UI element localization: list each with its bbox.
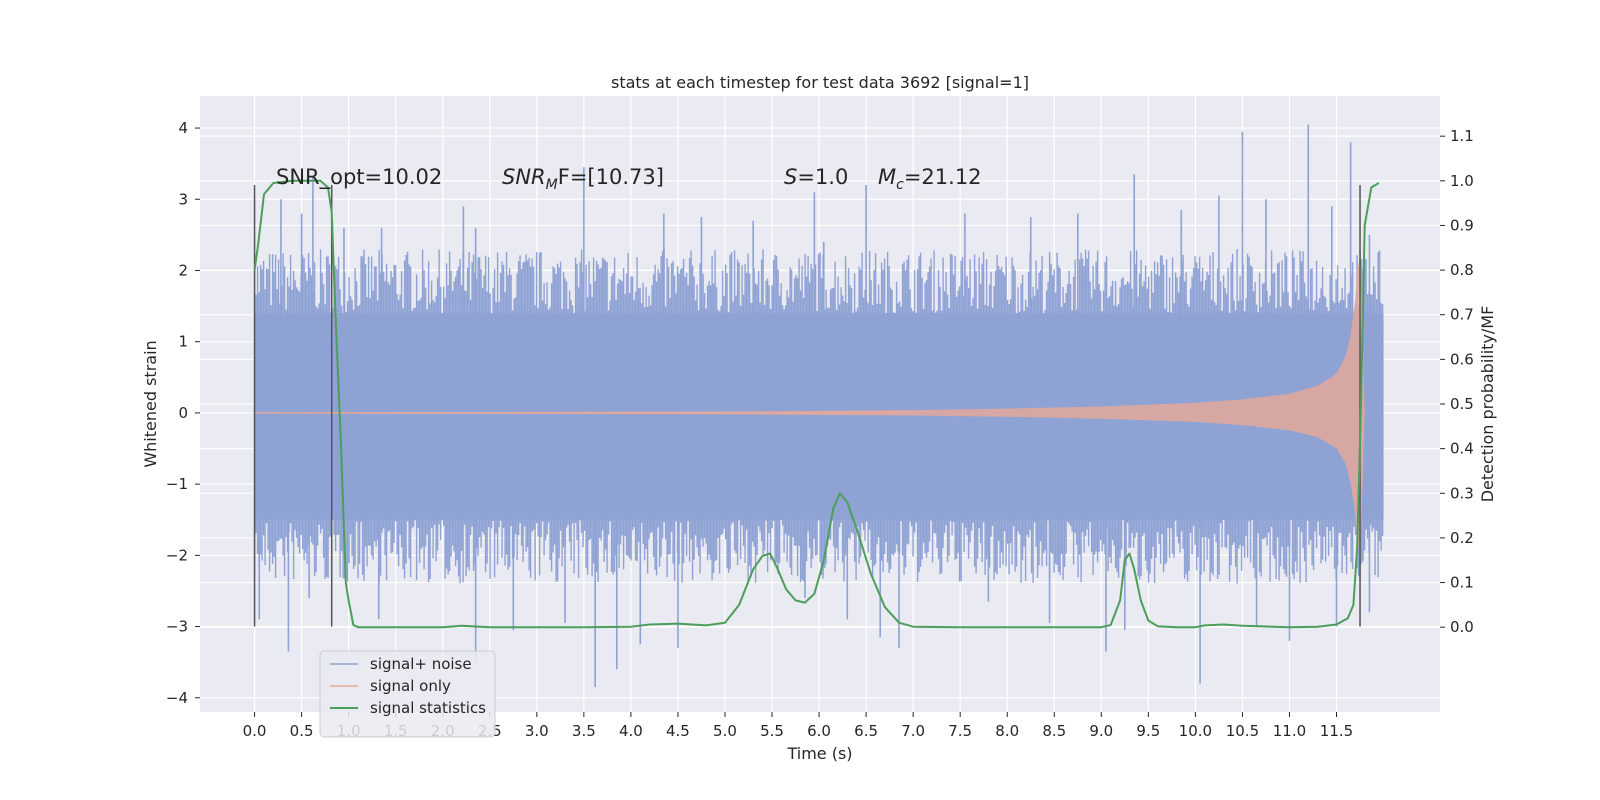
y-right-tick-label: 0.8	[1450, 261, 1474, 279]
x-tick-label: 5.5	[760, 722, 784, 740]
y-right-tick-label: 0.5	[1450, 395, 1474, 413]
x-tick-label: 4.0	[619, 722, 643, 740]
x-tick-label: 0.0	[243, 722, 267, 740]
legend-label-signal-noise: signal+ noise	[370, 655, 472, 673]
y-right-tick-label: 0.6	[1450, 350, 1474, 368]
y-left-tick-label: 0	[178, 404, 188, 422]
annotation-snr-mf: SNRMF=[10.73]	[502, 165, 664, 193]
y-right-axis-ticks: 0.0 0.1 0.2 0.3 0.4 0.5 0.6 0.7 0.8 0.9 1.0 1.1	[1440, 127, 1474, 636]
series-signal-only	[254, 256, 1365, 554]
annotation-mc-subscript: c	[896, 177, 904, 193]
x-tick-label: 0.5	[290, 722, 314, 740]
annotation-snr-opt: SNR_opt=10.02	[276, 165, 442, 190]
y-left-tick-label: −2	[166, 546, 188, 564]
y-left-axis-ticks: −4 −3 −2 −1 0 1 2 3 4	[166, 119, 200, 707]
x-tick-label: 10.0	[1179, 722, 1212, 740]
annotation-s-symbol: S	[784, 165, 797, 189]
annotation-mc-value: =21.12	[904, 165, 982, 189]
x-tick-label: 9.5	[1136, 722, 1160, 740]
y-right-tick-label: 0.3	[1450, 484, 1474, 502]
x-tick-label: 7.0	[901, 722, 925, 740]
y-right-tick-label: 0.4	[1450, 440, 1474, 458]
y-right-tick-label: 0.0	[1450, 618, 1474, 636]
y-right-tick-label: 0.7	[1450, 306, 1474, 324]
x-tick-label: 11.5	[1320, 722, 1353, 740]
y-left-tick-label: −3	[166, 618, 188, 636]
y-left-tick-label: 2	[178, 261, 188, 279]
legend-label-signal-only: signal only	[370, 677, 451, 695]
x-tick-label: 4.5	[666, 722, 690, 740]
y-left-tick-label: −4	[166, 689, 188, 707]
y-left-axis-label: Whitened strain	[141, 340, 160, 467]
x-tick-label: 8.0	[995, 722, 1019, 740]
annotation-snr-mf-symbol: SNR	[502, 165, 546, 189]
y-left-tick-label: −1	[166, 475, 188, 493]
signal-only-layer	[254, 256, 1365, 554]
annotation-mc: Mc=21.12	[878, 165, 982, 193]
legend: signal+ noise signal only signal statist…	[319, 650, 496, 738]
x-tick-label: 5.0	[713, 722, 737, 740]
y-right-tick-label: 0.2	[1450, 529, 1474, 547]
y-left-tick-label: 3	[178, 190, 188, 208]
annotation-s: S=1.0	[784, 165, 848, 189]
annotation-s-value: =1.0	[797, 165, 848, 189]
x-tick-label: 3.5	[572, 722, 596, 740]
annotation-snr-mf-value: F=[10.73]	[558, 165, 664, 189]
y-left-tick-label: 1	[178, 333, 188, 351]
signal-statistics-layer	[253, 179, 1380, 629]
y-right-tick-label: 0.9	[1450, 216, 1474, 234]
series-signal-statistics	[253, 179, 1380, 629]
legend-box	[319, 650, 496, 738]
x-axis-label: Time (s)	[786, 744, 852, 763]
y-right-tick-label: 1.1	[1450, 127, 1474, 145]
x-tick-label: 6.5	[854, 722, 878, 740]
annotation-snr-mf-subscript: M	[546, 177, 558, 193]
x-tick-label: 7.5	[948, 722, 972, 740]
y-right-tick-label: 1.0	[1450, 172, 1474, 190]
y-right-tick-label: 0.1	[1450, 574, 1474, 592]
x-tick-label: 6.0	[807, 722, 831, 740]
legend-label-signal-statistics: signal statistics	[370, 699, 486, 717]
x-tick-label: 8.5	[1042, 722, 1066, 740]
x-tick-label: 9.0	[1089, 722, 1113, 740]
x-tick-label: 10.5	[1226, 722, 1259, 740]
annotation-mc-symbol: M	[878, 165, 896, 189]
y-right-axis-label: Detection probability/MF	[1478, 306, 1497, 503]
chart-title: stats at each timestep for test data 369…	[611, 73, 1029, 92]
x-tick-label: 11.0	[1273, 722, 1306, 740]
x-tick-label: 3.0	[525, 722, 549, 740]
y-left-tick-label: 4	[178, 119, 188, 137]
